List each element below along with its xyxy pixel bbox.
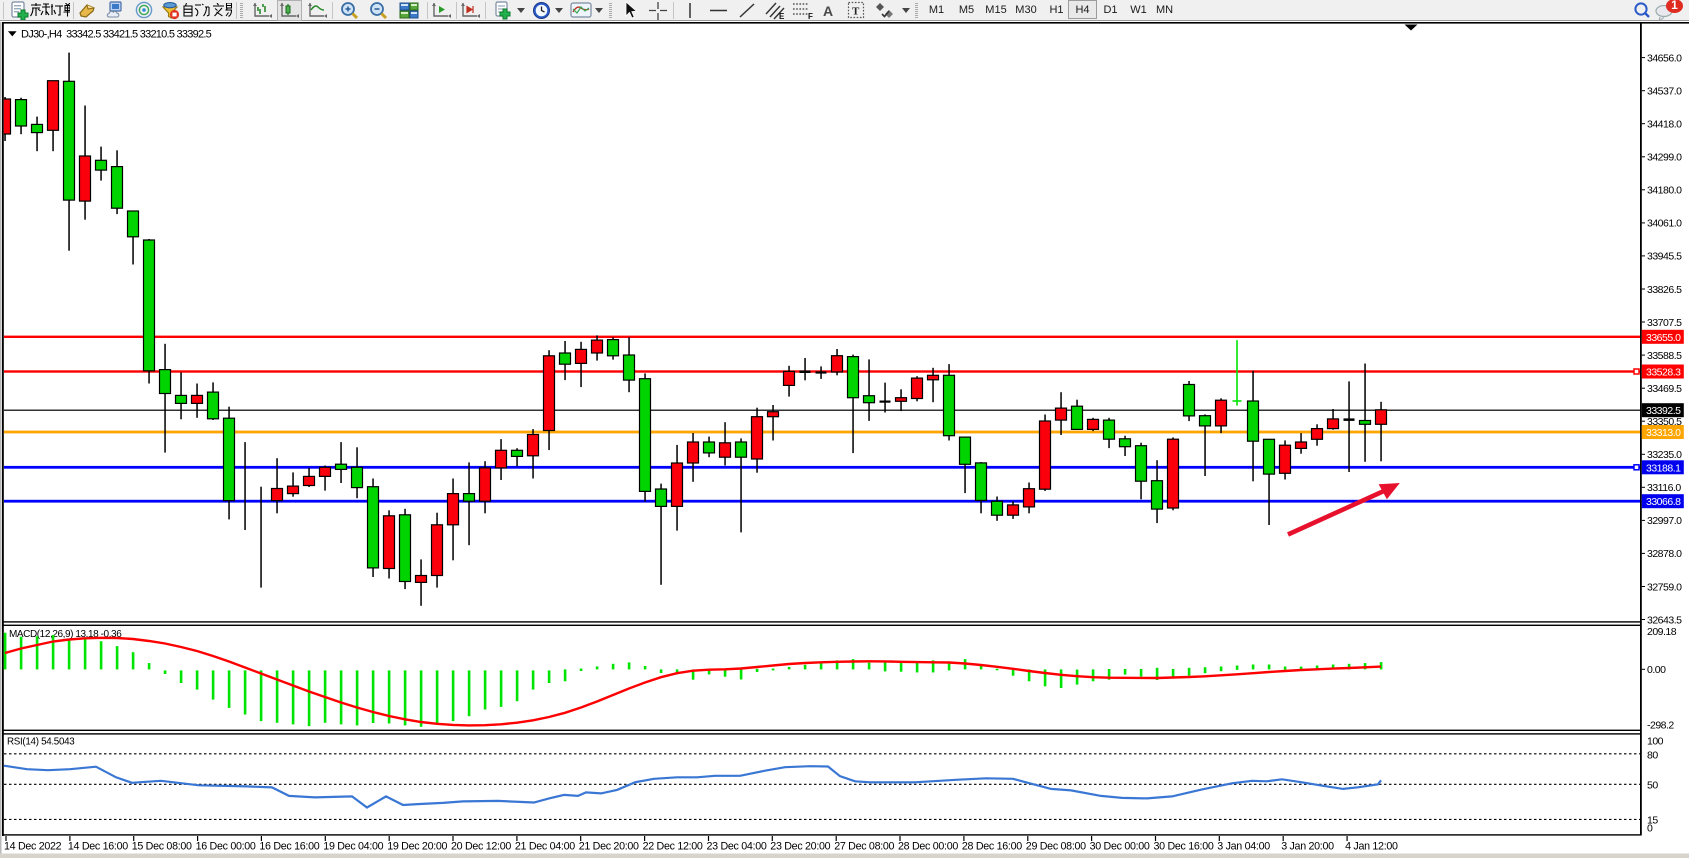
svg-text:30 Dec 00:00: 30 Dec 00:00 <box>1090 841 1150 853</box>
svg-text:4 Jan 12:00: 4 Jan 12:00 <box>1345 841 1398 853</box>
svg-text:34299.0: 34299.0 <box>1647 152 1682 164</box>
svg-text:33066.8: 33066.8 <box>1646 496 1681 508</box>
svg-text:33588.5: 33588.5 <box>1647 350 1682 362</box>
svg-text:RSI(14) 54.5043: RSI(14) 54.5043 <box>7 737 75 748</box>
svg-text:34418.0: 34418.0 <box>1647 119 1682 131</box>
svg-text:E: E <box>779 12 785 20</box>
svg-text:33707.5: 33707.5 <box>1647 317 1682 329</box>
svg-text:15 Dec 08:00: 15 Dec 08:00 <box>132 841 192 853</box>
svg-text:32878.0: 32878.0 <box>1647 548 1682 560</box>
svg-text:14 Dec 2022: 14 Dec 2022 <box>4 841 62 853</box>
svg-text:3 Jan 20:00: 3 Jan 20:00 <box>1281 841 1334 853</box>
svg-text:33469.5: 33469.5 <box>1647 383 1682 395</box>
svg-text:16 Dec 00:00: 16 Dec 00:00 <box>196 841 256 853</box>
svg-text:33528.3: 33528.3 <box>1646 367 1681 379</box>
svg-text:33945.5: 33945.5 <box>1647 251 1682 263</box>
svg-text:F: F <box>808 12 813 20</box>
svg-text:21 Dec 20:00: 21 Dec 20:00 <box>579 841 639 853</box>
svg-text:33235.0: 33235.0 <box>1647 449 1682 461</box>
svg-text:30 Dec 16:00: 30 Dec 16:00 <box>1154 841 1214 853</box>
svg-text:34061.0: 34061.0 <box>1647 218 1682 230</box>
svg-text:T: T <box>852 6 860 18</box>
svg-text:19 Dec 04:00: 19 Dec 04:00 <box>323 841 383 853</box>
svg-text:33313.0: 33313.0 <box>1646 427 1681 439</box>
svg-text:15: 15 <box>1647 815 1658 827</box>
svg-text:33392.5: 33392.5 <box>1646 405 1681 417</box>
svg-text:MACD(12,26,9) 13.18 -0.36: MACD(12,26,9) 13.18 -0.36 <box>9 629 122 640</box>
svg-text:50: 50 <box>1647 780 1658 792</box>
svg-text:32643.5: 32643.5 <box>1647 614 1682 626</box>
svg-text:80: 80 <box>1647 749 1658 761</box>
svg-text:34180.0: 34180.0 <box>1647 185 1682 197</box>
svg-text:32997.0: 32997.0 <box>1647 515 1682 527</box>
svg-text:33116.0: 33116.0 <box>1647 482 1681 494</box>
svg-text:16 Dec 16:00: 16 Dec 16:00 <box>259 841 319 853</box>
svg-text:14 Dec 16:00: 14 Dec 16:00 <box>68 841 128 853</box>
svg-text:23 Dec 04:00: 23 Dec 04:00 <box>707 841 767 853</box>
svg-text:DJ30-,H4 33342.5 33421.5 3321: DJ30-,H4 33342.5 33421.5 33210.5 33392.5 <box>21 29 212 41</box>
svg-text:-298.2: -298.2 <box>1647 719 1674 731</box>
svg-text:33655.0: 33655.0 <box>1646 332 1681 344</box>
svg-text:3 Jan 04:00: 3 Jan 04:00 <box>1217 841 1270 853</box>
svg-text:100: 100 <box>1647 735 1664 747</box>
svg-text:27 Dec 08:00: 27 Dec 08:00 <box>834 841 894 853</box>
svg-text:28 Dec 00:00: 28 Dec 00:00 <box>898 841 958 853</box>
svg-text:19 Dec 20:00: 19 Dec 20:00 <box>387 841 447 853</box>
svg-text:34537.0: 34537.0 <box>1647 86 1682 98</box>
svg-text:33826.5: 33826.5 <box>1647 284 1682 296</box>
svg-text:32759.0: 32759.0 <box>1647 581 1682 593</box>
svg-text:21 Dec 04:00: 21 Dec 04:00 <box>515 841 575 853</box>
svg-text:209.18: 209.18 <box>1647 626 1677 638</box>
svg-text:0: 0 <box>1647 822 1653 834</box>
svg-text:28 Dec 16:00: 28 Dec 16:00 <box>962 841 1022 853</box>
svg-text:23 Dec 20:00: 23 Dec 20:00 <box>770 841 830 853</box>
svg-text:22 Dec 12:00: 22 Dec 12:00 <box>643 841 703 853</box>
svg-text:29 Dec 08:00: 29 Dec 08:00 <box>1026 841 1086 853</box>
svg-text:20 Dec 12:00: 20 Dec 12:00 <box>451 841 511 853</box>
svg-text:34656.0: 34656.0 <box>1647 52 1682 64</box>
svg-text:0.00: 0.00 <box>1647 664 1666 676</box>
svg-text:33188.1: 33188.1 <box>1646 462 1681 474</box>
